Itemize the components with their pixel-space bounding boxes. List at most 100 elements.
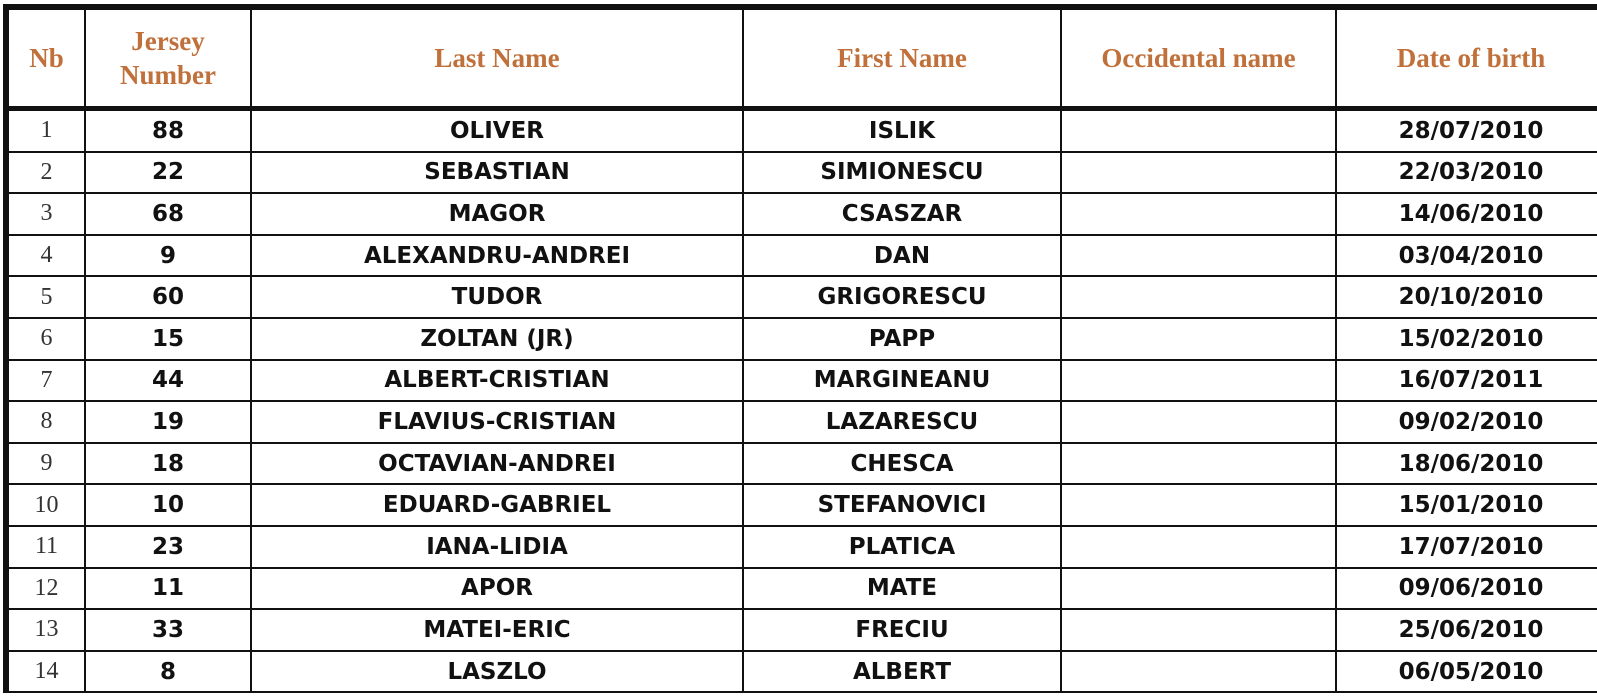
last-name-cell: ALBERT-CRISTIAN [250,358,744,403]
last-name-cell: SEBASTIAN [250,150,744,195]
first-name-cell: MARGINEANU [742,358,1062,403]
first-name-cell: ALBERT [742,649,1062,694]
table-row: 14 8 LASZLO ALBERT 06/05/2010 [3,649,1597,694]
first-name-cell: SIMIONESCU [742,150,1062,195]
date-of-birth-cell: 28/07/2010 [1335,107,1597,153]
jersey-number-cell: 18 [84,441,252,486]
jersey-number-cell: 22 [84,150,252,195]
date-of-birth-cell: 15/01/2010 [1335,483,1597,527]
occidental-name-cell [1060,400,1337,444]
occidental-name-cell [1060,649,1337,694]
occidental-name-cell [1060,358,1337,403]
first-name-cell: MATE [742,566,1062,611]
first-name-cell: STEFANOVICI [742,483,1062,527]
last-name-cell: FLAVIUS-CRISTIAN [250,400,744,444]
header-first-name: First Name [742,6,1062,110]
table-row: 9 18 OCTAVIAN-ANDREI CHESCA 18/06/2010 [3,441,1597,486]
jersey-number-cell: 8 [84,649,252,694]
header-date-of-birth: Date of birth [1335,6,1597,110]
table-row: 7 44 ALBERT-CRISTIAN MARGINEANU 16/07/2011 [3,358,1597,403]
last-name-cell: MATEI-ERIC [250,608,744,652]
occidental-name-cell [1060,483,1337,527]
nb-cell: 2 [3,150,86,195]
date-of-birth-cell: 22/03/2010 [1335,150,1597,195]
table-row: 4 9 ALEXANDRU-ANDREI DAN 03/04/2010 [3,233,1597,278]
last-name-cell: ALEXANDRU-ANDREI [250,233,744,278]
header-occidental-name: Occidental name [1060,6,1337,110]
jersey-number-cell: 68 [84,192,252,236]
first-name-cell: CSASZAR [742,192,1062,236]
occidental-name-cell [1060,150,1337,195]
header-jersey-number: Jersey Number [84,6,252,110]
first-name-cell: PAPP [742,316,1062,361]
table-row: 5 60 TUDOR GRIGORESCU 20/10/2010 [3,275,1597,319]
nb-cell: 11 [3,524,86,569]
occidental-name-cell [1060,107,1337,153]
nb-cell: 8 [3,400,86,444]
date-of-birth-cell: 06/05/2010 [1335,649,1597,694]
jersey-number-cell: 11 [84,566,252,611]
occidental-name-cell [1060,192,1337,236]
table-row: 12 11 APOR MATE 09/06/2010 [3,566,1597,611]
jersey-number-cell: 23 [84,524,252,569]
jersey-number-cell: 88 [84,107,252,153]
occidental-name-cell [1060,566,1337,611]
header-row: Nb Jersey Number Last Name First Name Oc… [3,6,1597,110]
nb-cell: 1 [3,107,86,153]
date-of-birth-cell: 14/06/2010 [1335,192,1597,236]
date-of-birth-cell: 09/02/2010 [1335,400,1597,444]
last-name-cell: OCTAVIAN-ANDREI [250,441,744,486]
last-name-cell: MAGOR [250,192,744,236]
last-name-cell: TUDOR [250,275,744,319]
occidental-name-cell [1060,316,1337,361]
nb-cell: 7 [3,358,86,403]
last-name-cell: OLIVER [250,107,744,153]
jersey-number-cell: 19 [84,400,252,444]
jersey-number-cell: 10 [84,483,252,527]
occidental-name-cell [1060,233,1337,278]
last-name-cell: ZOLTAN (JR) [250,316,744,361]
first-name-cell: FRECIU [742,608,1062,652]
nb-cell: 14 [3,649,86,694]
table-row: 2 22 SEBASTIAN SIMIONESCU 22/03/2010 [3,150,1597,195]
table-row: 10 10 EDUARD-GABRIEL STEFANOVICI 15/01/2010 [3,483,1597,527]
last-name-cell: EDUARD-GABRIEL [250,483,744,527]
table-row: 8 19 FLAVIUS-CRISTIAN LAZARESCU 09/02/2010 [3,400,1597,444]
header-last-name: Last Name [250,6,744,110]
date-of-birth-cell: 18/06/2010 [1335,441,1597,486]
nb-cell: 6 [3,316,86,361]
first-name-cell: ISLIK [742,107,1062,153]
header-nb: Nb [3,6,86,110]
nb-cell: 13 [3,608,86,652]
table-row: 11 23 IANA-LIDIA PLATICA 17/07/2010 [3,524,1597,569]
nb-cell: 9 [3,441,86,486]
roster-table: Nb Jersey Number Last Name First Name Oc… [3,4,1597,694]
date-of-birth-cell: 20/10/2010 [1335,275,1597,319]
date-of-birth-cell: 15/02/2010 [1335,316,1597,361]
table-row: 3 68 MAGOR CSASZAR 14/06/2010 [3,192,1597,236]
nb-cell: 12 [3,566,86,611]
nb-cell: 10 [3,483,86,527]
first-name-cell: DAN [742,233,1062,278]
first-name-cell: CHESCA [742,441,1062,486]
first-name-cell: GRIGORESCU [742,275,1062,319]
date-of-birth-cell: 16/07/2011 [1335,358,1597,403]
first-name-cell: LAZARESCU [742,400,1062,444]
last-name-cell: LASZLO [250,649,744,694]
nb-cell: 5 [3,275,86,319]
nb-cell: 3 [3,192,86,236]
table-row: 6 15 ZOLTAN (JR) PAPP 15/02/2010 [3,316,1597,361]
occidental-name-cell [1060,441,1337,486]
nb-cell: 4 [3,233,86,278]
last-name-cell: APOR [250,566,744,611]
table-row: 1 88 OLIVER ISLIK 28/07/2010 [3,107,1597,153]
jersey-number-cell: 33 [84,608,252,652]
jersey-number-cell: 9 [84,233,252,278]
occidental-name-cell [1060,275,1337,319]
occidental-name-cell [1060,608,1337,652]
date-of-birth-cell: 25/06/2010 [1335,608,1597,652]
date-of-birth-cell: 17/07/2010 [1335,524,1597,569]
last-name-cell: IANA-LIDIA [250,524,744,569]
date-of-birth-cell: 03/04/2010 [1335,233,1597,278]
jersey-number-cell: 60 [84,275,252,319]
